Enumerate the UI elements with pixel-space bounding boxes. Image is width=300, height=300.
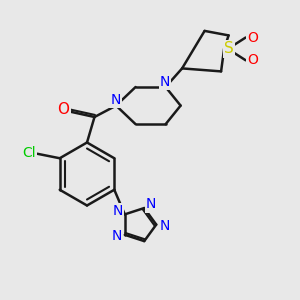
- Text: S: S: [224, 41, 233, 56]
- Text: N: N: [113, 204, 123, 218]
- Text: N: N: [160, 219, 170, 233]
- Text: O: O: [247, 53, 258, 67]
- Text: O: O: [57, 102, 69, 117]
- Text: N: N: [111, 229, 122, 243]
- Text: N: N: [110, 93, 121, 107]
- Text: N: N: [160, 75, 170, 88]
- Text: Cl: Cl: [22, 146, 36, 160]
- Text: N: N: [146, 197, 156, 212]
- Text: O: O: [247, 31, 258, 44]
